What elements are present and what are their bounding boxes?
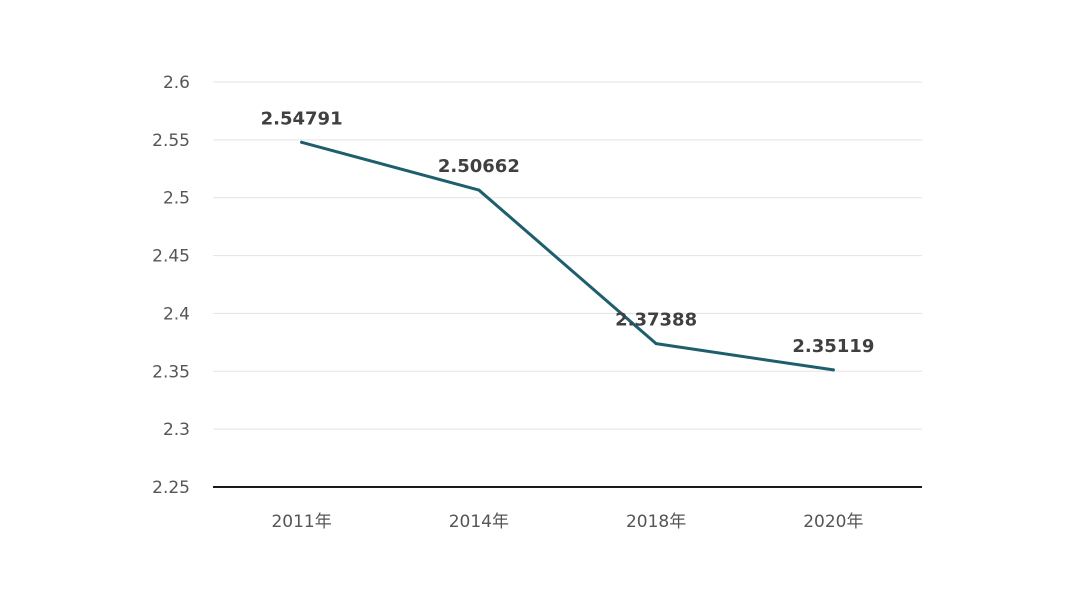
data-point [477,188,481,192]
gridlines [213,81,922,430]
y-tick-label: 2.4 [163,304,190,324]
data-label: 2.37388 [615,310,697,331]
series-line [300,140,835,372]
data-point [300,140,304,144]
data-label: 2.54791 [261,108,343,129]
data-point [831,368,835,372]
data-label: 2.50662 [438,156,520,177]
data-point [654,342,658,346]
x-tick-label: 2011年 [271,512,331,532]
data-label: 2.35119 [792,336,874,357]
y-tick-label: 2.25 [152,478,190,498]
x-axis-ticks: 2011年 2014年 2018年 2020年 [271,512,863,532]
y-tick-label: 2.6 [163,73,190,93]
y-tick-label: 2.45 [152,247,190,267]
data-labels: 2.54791 2.50662 2.37388 2.35119 [261,108,875,357]
x-tick-label: 2020年 [803,512,863,532]
y-tick-label: 2.5 [163,189,190,209]
series-layer [300,140,835,372]
x-tick-label: 2018年 [626,512,686,532]
y-tick-label: 2.55 [152,131,190,151]
y-tick-label: 2.35 [152,362,190,382]
x-tick-label: 2014年 [449,512,509,532]
y-axis-ticks: 2.25 2.3 2.35 2.4 2.45 2.5 2.55 2.6 [152,73,190,498]
y-tick-label: 2.3 [163,420,190,440]
